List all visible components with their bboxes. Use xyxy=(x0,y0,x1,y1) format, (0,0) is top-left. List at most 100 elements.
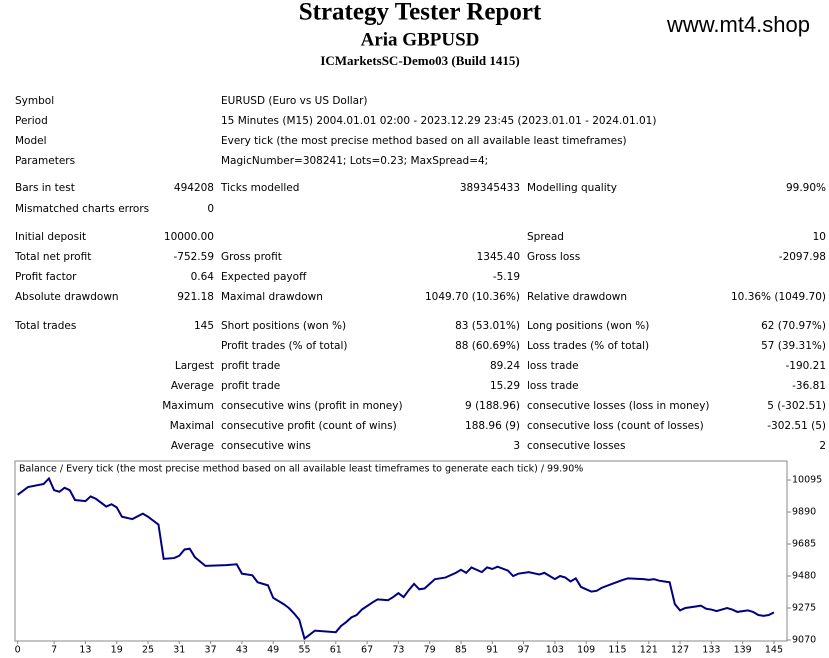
cell-value: 0.64 xyxy=(191,271,215,283)
y-tick-label: 9685 xyxy=(792,539,816,550)
balance-line xyxy=(17,476,775,641)
x-tick-label: 79 xyxy=(424,645,436,656)
cell-value3: 10 xyxy=(813,231,826,243)
cell-value2: 15.29 xyxy=(490,380,520,392)
x-tick-label: 49 xyxy=(267,645,279,656)
cell-text: Every tick (the most precise method base… xyxy=(221,135,627,147)
x-tick-label: 121 xyxy=(640,645,658,656)
cell-label2: Maximal drawdown xyxy=(221,291,323,303)
cell-value3: 62 (70.97%) xyxy=(761,320,826,332)
x-tick-label: 85 xyxy=(455,645,467,656)
cell-value2: -5.19 xyxy=(493,271,520,283)
chart-frame xyxy=(14,460,788,642)
cell-label3: Spread xyxy=(527,231,564,243)
x-tick-label: 127 xyxy=(671,645,689,656)
cell-value: Largest xyxy=(175,360,214,372)
cell-text: MagicNumber=308241; Lots=0.23; MaxSpread… xyxy=(221,155,488,167)
cell-label3: consecutive losses (loss in money) xyxy=(527,400,710,412)
cell-label2: profit trade xyxy=(221,380,280,392)
x-tick-label: 67 xyxy=(361,645,373,656)
cell-value: 921.18 xyxy=(177,291,214,303)
cell-label: Symbol xyxy=(15,95,54,107)
cell-value3: -190.21 xyxy=(785,360,826,372)
cell-value2: 3 xyxy=(513,440,520,452)
cell-value3: -302.51 (5) xyxy=(767,420,826,432)
cell-value3: 2 xyxy=(819,440,826,452)
cell-label3: consecutive loss (count of losses) xyxy=(527,420,704,432)
cell-value2: 1345.40 xyxy=(477,251,520,263)
cell-value: Maximal xyxy=(170,420,214,432)
y-tick-label: 9070 xyxy=(792,635,816,646)
x-tick-label: 25 xyxy=(142,645,154,656)
cell-label2: Expected payoff xyxy=(221,271,307,283)
cell-value3: 57 (39.31%) xyxy=(761,340,826,352)
chart-title: Balance / Every tick (the most precise m… xyxy=(19,464,583,475)
cell-value: 10000.00 xyxy=(164,231,214,243)
cell-value2: 389345433 xyxy=(460,182,520,194)
cell-label3: Gross loss xyxy=(527,251,580,263)
report-subtitle: Aria GBPUSD xyxy=(361,29,480,50)
x-tick-label: 115 xyxy=(608,645,626,656)
cell-value3: -2097.98 xyxy=(779,251,826,263)
cell-label3: loss trade xyxy=(527,380,579,392)
x-tick-label: 145 xyxy=(765,645,783,656)
cell-label3: Long positions (won %) xyxy=(527,320,649,332)
cell-value: 494208 xyxy=(174,182,214,194)
y-tick-label: 9480 xyxy=(792,571,816,582)
x-tick-label: 91 xyxy=(486,645,498,656)
x-tick-label: 139 xyxy=(734,645,752,656)
cell-label3: loss trade xyxy=(527,360,579,372)
x-tick-label: 19 xyxy=(111,645,123,656)
cell-label2: profit trade xyxy=(221,360,280,372)
x-tick-label: 103 xyxy=(546,645,564,656)
cell-label: Bars in test xyxy=(15,182,75,194)
cell-label: Period xyxy=(15,115,48,127)
cell-value: Average xyxy=(171,440,214,452)
cell-label2: Profit trades (% of total) xyxy=(221,340,348,352)
x-tick-label: 7 xyxy=(51,645,57,656)
server: ICMarketsSC-Demo03 (Build 1415) xyxy=(320,53,519,68)
cell-value: 0 xyxy=(207,203,214,215)
y-tick-label: 9275 xyxy=(792,603,816,614)
cell-label3: Loss trades (% of total) xyxy=(527,340,649,352)
x-tick-label: 133 xyxy=(702,645,720,656)
cell-value3: 5 (-302.51) xyxy=(767,400,826,412)
cell-label: Mismatched charts errors xyxy=(15,203,149,215)
cell-value: Maximum xyxy=(162,400,214,412)
cell-value: 145 xyxy=(194,320,214,332)
x-tick-label: 61 xyxy=(330,645,342,656)
cell-label2: consecutive wins (profit in money) xyxy=(221,400,403,412)
x-tick-label: 55 xyxy=(298,645,310,656)
x-tick-label: 109 xyxy=(577,645,595,656)
cell-label: Parameters xyxy=(15,155,75,167)
x-tick-label: 0 xyxy=(15,645,21,656)
cell-value: -752.59 xyxy=(173,251,214,263)
cell-label2: consecutive profit (count of wins) xyxy=(221,420,397,432)
cell-text: 15 Minutes (M15) 2004.01.01 02:00 - 2023… xyxy=(221,115,656,127)
cell-value2: 83 (53.01%) xyxy=(455,320,520,332)
cell-label: Total trades xyxy=(14,320,76,332)
cell-label: Absolute drawdown xyxy=(15,291,119,303)
cell-label3: Modelling quality xyxy=(527,182,617,194)
x-tick-label: 97 xyxy=(518,645,530,656)
x-tick-label: 43 xyxy=(236,645,248,656)
cell-value2: 1049.70 (10.36%) xyxy=(425,291,520,303)
cell-text: EURUSD (Euro vs US Dollar) xyxy=(221,95,368,107)
cell-label2: Gross profit xyxy=(221,251,282,263)
cell-label2: Ticks modelled xyxy=(220,182,299,194)
x-tick-label: 13 xyxy=(79,645,91,656)
y-tick-label: 10095 xyxy=(792,475,822,486)
cell-label: Initial deposit xyxy=(15,231,86,243)
cell-label: Model xyxy=(15,135,47,147)
cell-value3: 10.36% (1049.70) xyxy=(731,291,826,303)
watermark: www.mt4.shop xyxy=(666,12,810,37)
x-tick-label: 37 xyxy=(205,645,217,656)
cell-label: Profit factor xyxy=(15,271,77,283)
cell-label3: consecutive losses xyxy=(527,440,625,452)
x-tick-label: 31 xyxy=(173,645,185,656)
cell-value3: -36.81 xyxy=(792,380,826,392)
cell-value3: 99.90% xyxy=(786,182,826,194)
y-tick-label: 9890 xyxy=(792,507,816,518)
